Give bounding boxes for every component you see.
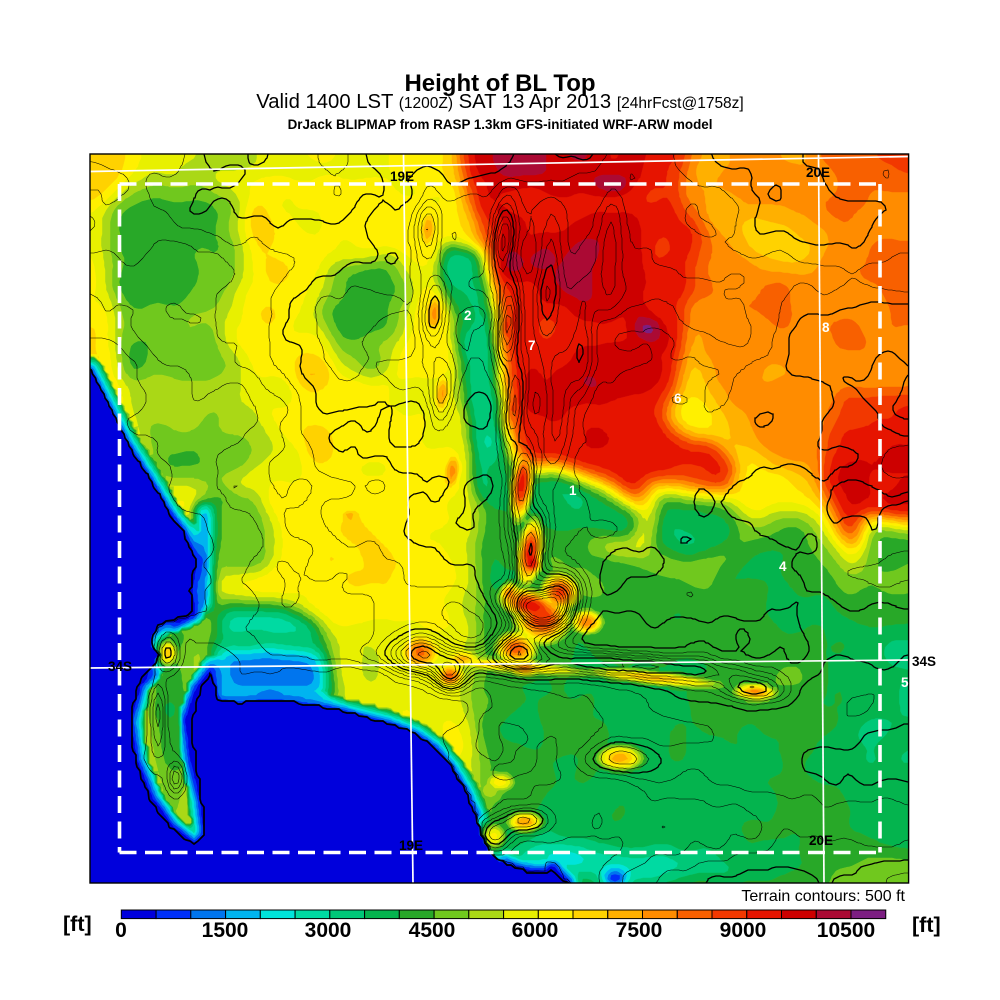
svg-text:6000: 6000 <box>512 919 559 942</box>
svg-text:[ft]: [ft] <box>912 913 941 937</box>
svg-text:20E: 20E <box>806 165 830 180</box>
svg-text:34S: 34S <box>912 654 936 669</box>
svg-text:1500: 1500 <box>202 919 249 942</box>
svg-text:9000: 9000 <box>720 919 767 942</box>
svg-text:34S: 34S <box>108 659 132 674</box>
svg-text:7: 7 <box>528 338 536 353</box>
svg-text:20E: 20E <box>809 833 833 848</box>
svg-text:8: 8 <box>822 320 830 335</box>
svg-text:10500: 10500 <box>817 919 875 942</box>
svg-text:Terrain contours: 500 ft: Terrain contours: 500 ft <box>741 888 905 905</box>
svg-text:6: 6 <box>674 391 682 406</box>
svg-text:1: 1 <box>569 483 577 498</box>
svg-text:2: 2 <box>464 308 472 323</box>
svg-text:0: 0 <box>115 919 127 942</box>
svg-text:5: 5 <box>901 675 909 690</box>
svg-text:4500: 4500 <box>409 919 456 942</box>
svg-text:19E: 19E <box>399 838 423 853</box>
svg-text:7500: 7500 <box>616 919 663 942</box>
svg-text:4: 4 <box>779 559 787 574</box>
svg-text:[ft]: [ft] <box>63 912 92 936</box>
svg-text:19E: 19E <box>390 169 414 184</box>
svg-text:3000: 3000 <box>305 919 352 942</box>
